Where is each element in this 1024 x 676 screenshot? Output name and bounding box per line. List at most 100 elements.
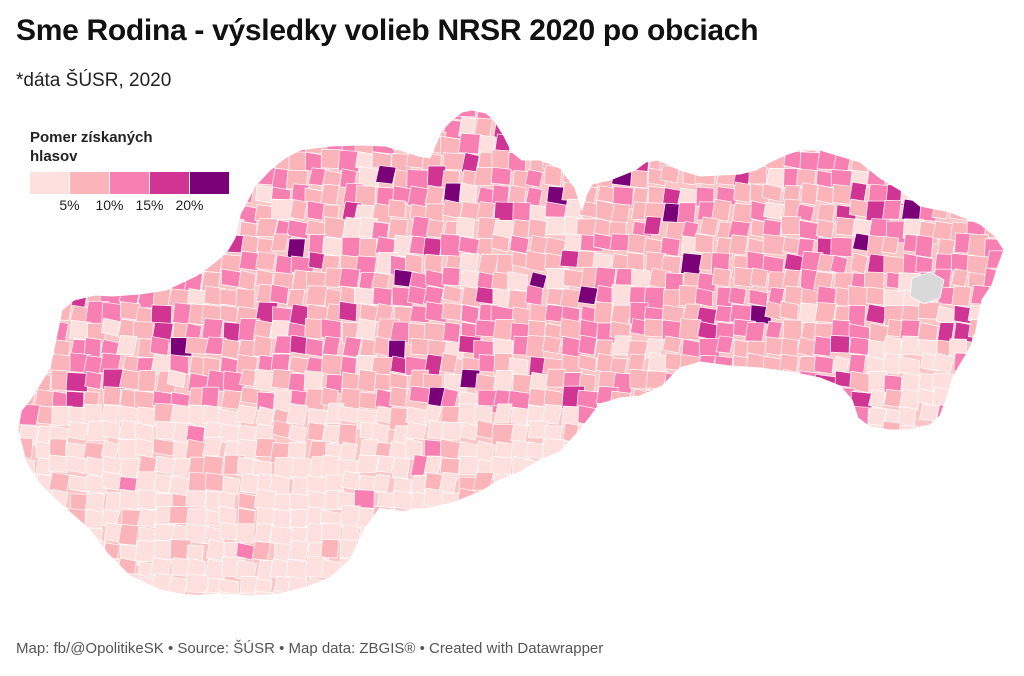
municipality-area[interactable] <box>834 510 855 534</box>
municipality-area[interactable] <box>544 487 564 511</box>
municipality-area[interactable] <box>151 267 170 288</box>
municipality-area[interactable] <box>897 114 920 137</box>
municipality-area[interactable] <box>98 268 119 291</box>
municipality-area[interactable] <box>18 102 40 124</box>
municipality-area[interactable] <box>613 147 636 172</box>
municipality-area[interactable] <box>0 318 15 339</box>
municipality-area[interactable] <box>951 185 975 204</box>
municipality-area[interactable] <box>733 181 752 203</box>
municipality-area[interactable] <box>1006 454 1024 471</box>
municipality-area[interactable] <box>121 234 143 258</box>
municipality-area[interactable] <box>252 608 271 620</box>
municipality-area[interactable] <box>66 421 90 441</box>
municipality-area[interactable] <box>155 236 178 258</box>
municipality-area[interactable] <box>324 216 345 240</box>
municipality-area[interactable] <box>19 470 40 492</box>
municipality-area[interactable] <box>36 234 56 256</box>
municipality-area[interactable] <box>642 541 664 561</box>
municipality-area[interactable] <box>32 101 55 119</box>
municipality-area[interactable] <box>983 301 1006 321</box>
municipality-area[interactable] <box>676 202 697 225</box>
municipality-area[interactable] <box>970 284 990 305</box>
municipality-area[interactable] <box>782 470 801 491</box>
municipality-area[interactable] <box>320 522 342 543</box>
municipality-area[interactable] <box>900 131 923 154</box>
municipality-area[interactable] <box>185 613 202 620</box>
municipality-area[interactable] <box>458 235 481 255</box>
municipality-area[interactable] <box>970 391 995 415</box>
municipality-area[interactable] <box>444 609 463 620</box>
municipality-area[interactable] <box>863 521 887 544</box>
municipality-area[interactable] <box>611 165 634 187</box>
municipality-area[interactable] <box>17 527 37 551</box>
municipality-area[interactable] <box>629 612 647 620</box>
municipality-area[interactable] <box>984 182 1005 202</box>
municipality-area[interactable] <box>53 235 74 254</box>
municipality-area[interactable] <box>1003 490 1024 512</box>
municipality-area[interactable] <box>733 266 754 288</box>
municipality-area[interactable] <box>631 557 651 579</box>
municipality-area[interactable] <box>578 591 602 612</box>
municipality-area[interactable] <box>82 538 106 560</box>
municipality-area[interactable] <box>18 340 40 360</box>
municipality-area[interactable] <box>374 589 395 612</box>
municipality-area[interactable] <box>1 419 20 441</box>
municipality-area[interactable] <box>796 387 820 410</box>
municipality-area[interactable] <box>699 216 719 237</box>
municipality-area[interactable] <box>645 590 665 614</box>
municipality-area[interactable] <box>764 132 784 152</box>
municipality-area[interactable] <box>898 559 921 582</box>
municipality-area[interactable] <box>510 406 529 425</box>
municipality-area[interactable] <box>952 373 974 392</box>
municipality-area[interactable] <box>915 255 934 275</box>
municipality-area[interactable] <box>527 589 549 609</box>
municipality-area[interactable] <box>581 607 599 620</box>
municipality-area[interactable] <box>612 610 633 620</box>
municipality-area[interactable] <box>287 575 308 597</box>
municipality-area[interactable] <box>679 149 698 170</box>
municipality-area[interactable] <box>511 475 533 495</box>
municipality-area[interactable] <box>596 476 618 495</box>
municipality-area[interactable] <box>490 233 510 253</box>
municipality-area[interactable] <box>0 338 20 361</box>
municipality-area[interactable] <box>748 612 767 620</box>
municipality-area[interactable] <box>576 474 600 498</box>
municipality-area[interactable] <box>833 573 853 593</box>
municipality-area[interactable] <box>846 425 867 445</box>
municipality-area[interactable] <box>679 318 702 341</box>
municipality-area[interactable] <box>202 436 223 457</box>
municipality-area[interactable] <box>357 369 377 393</box>
municipality-area[interactable] <box>614 491 638 512</box>
municipality-area[interactable] <box>407 508 427 531</box>
municipality-area[interactable] <box>579 576 603 596</box>
municipality-area[interactable] <box>149 591 171 610</box>
municipality-area[interactable] <box>716 389 738 413</box>
municipality-area[interactable] <box>149 336 170 357</box>
municipality-area[interactable] <box>338 267 361 288</box>
municipality-area[interactable] <box>1019 353 1024 376</box>
municipality-area[interactable] <box>883 572 905 594</box>
municipality-area[interactable] <box>869 474 892 494</box>
municipality-area[interactable] <box>678 284 699 307</box>
municipality-area[interactable] <box>1019 183 1024 202</box>
municipality-area[interactable] <box>695 149 719 170</box>
municipality-area[interactable] <box>967 590 991 611</box>
municipality-area[interactable] <box>681 133 705 153</box>
municipality-area[interactable] <box>460 559 483 583</box>
municipality-area[interactable] <box>864 135 888 154</box>
municipality-area[interactable] <box>816 557 837 576</box>
municipality-area[interactable] <box>354 489 375 509</box>
municipality-area[interactable] <box>457 487 476 510</box>
municipality-area[interactable] <box>983 522 1006 541</box>
municipality-area[interactable] <box>1002 577 1021 596</box>
municipality-area[interactable] <box>969 166 989 188</box>
municipality-area[interactable] <box>372 474 391 493</box>
municipality-area[interactable] <box>17 306 37 325</box>
municipality-area[interactable] <box>185 573 208 594</box>
municipality-area[interactable] <box>799 442 823 463</box>
municipality-area[interactable] <box>812 474 834 494</box>
municipality-area[interactable] <box>0 526 21 546</box>
municipality-area[interactable] <box>524 459 549 482</box>
municipality-area[interactable] <box>1019 100 1024 120</box>
municipality-area[interactable] <box>202 609 224 620</box>
